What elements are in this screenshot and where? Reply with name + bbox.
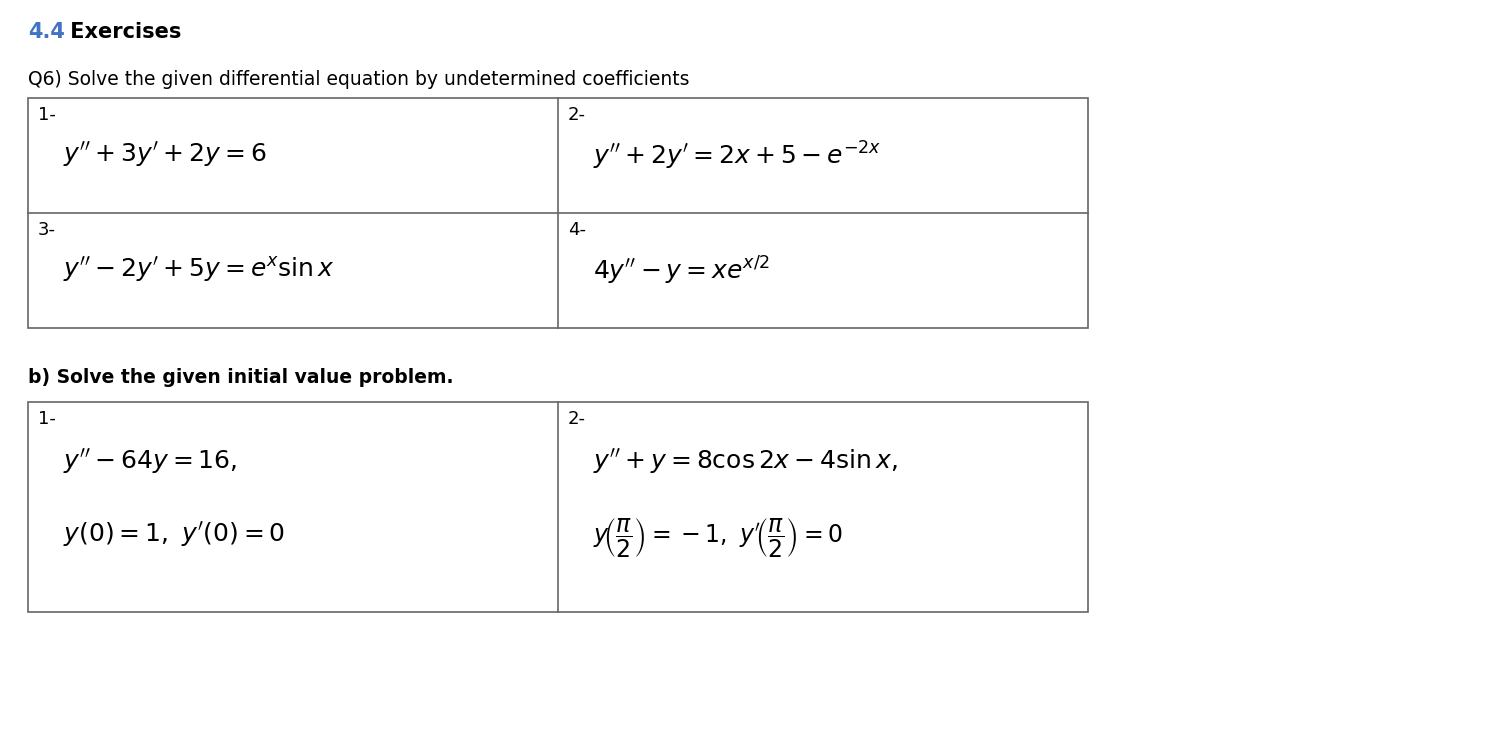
Text: 2-: 2-: [568, 410, 586, 428]
Text: b) Solve the given initial value problem.: b) Solve the given initial value problem…: [28, 368, 454, 387]
Text: $y'' + 3y' + 2y = 6$: $y'' + 3y' + 2y = 6$: [63, 140, 266, 169]
Text: Q6) Solve the given differential equation by undetermined coefficients: Q6) Solve the given differential equatio…: [28, 70, 690, 89]
Text: $y'' - 64y = 16,$: $y'' - 64y = 16,$: [63, 447, 238, 476]
Text: Exercises: Exercises: [63, 22, 181, 42]
Text: $y\!\left(\dfrac{\pi}{2}\right) = -1,\ y'\!\left(\dfrac{\pi}{2}\right) = 0$: $y\!\left(\dfrac{\pi}{2}\right) = -1,\ y…: [593, 517, 843, 560]
Bar: [28, 402, 1088, 612]
Text: 4.4: 4.4: [28, 22, 64, 42]
Text: 3-: 3-: [37, 221, 55, 239]
Text: $4y'' - y = xe^{x/2}$: $4y'' - y = xe^{x/2}$: [593, 255, 769, 287]
Text: $y'' + 2y' = 2x + 5 - e^{-2x}$: $y'' + 2y' = 2x + 5 - e^{-2x}$: [593, 140, 881, 172]
Text: 1-: 1-: [37, 106, 55, 124]
Text: $y(0) = 1,\ y'(0) = 0$: $y(0) = 1,\ y'(0) = 0$: [63, 520, 285, 549]
Text: 4-: 4-: [568, 221, 586, 239]
Text: $y'' - 2y' + 5y = e^x \sin x$: $y'' - 2y' + 5y = e^x \sin x$: [63, 255, 335, 284]
Text: 2-: 2-: [568, 106, 586, 124]
Text: 1-: 1-: [37, 410, 55, 428]
Bar: [28, 98, 1088, 328]
Text: $y'' + y = 8\cos 2x - 4\sin x,$: $y'' + y = 8\cos 2x - 4\sin x,$: [593, 447, 898, 476]
